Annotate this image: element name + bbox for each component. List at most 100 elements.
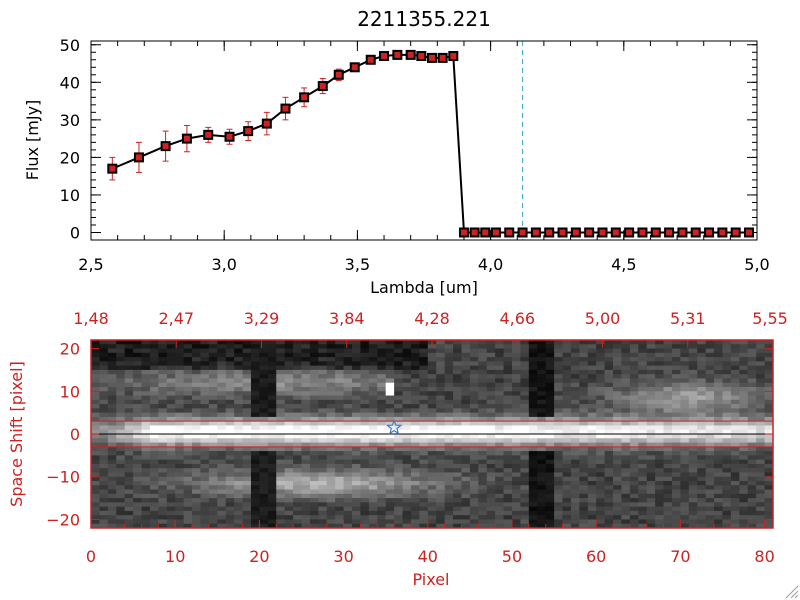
y-tick-label: 40 bbox=[60, 73, 80, 92]
spectrum-x-tick-labels: 2,5 3,0 3,5 4,0 4,5 5,0 bbox=[78, 255, 769, 274]
data-point bbox=[650, 227, 661, 238]
data-point bbox=[730, 227, 741, 238]
y-tick-label: −20 bbox=[46, 510, 80, 529]
spectrum-panel: 2211355.221 2,5 3,0 3,5 4,0 4,5 5,0 0 10 20 30 40… bbox=[23, 7, 770, 297]
top-tick-label: 5,00 bbox=[585, 309, 621, 328]
data-point bbox=[490, 227, 501, 238]
top-tick-label: 1,48 bbox=[73, 309, 109, 328]
image-y-axis-label: Space Shift [pixel] bbox=[7, 361, 26, 507]
spectrum-points bbox=[107, 49, 755, 238]
data-point bbox=[704, 227, 715, 238]
data-point bbox=[299, 92, 310, 103]
data-point bbox=[544, 227, 555, 238]
data-point bbox=[224, 131, 235, 142]
x-tick-label: 60 bbox=[586, 547, 606, 566]
spectral-image bbox=[91, 340, 773, 528]
data-point bbox=[677, 227, 688, 238]
aperture-lines bbox=[91, 420, 773, 448]
image-top-wavelength-labels: 1,48 2,47 3,29 3,84 4,28 4,66 5,00 5,31 5,55 bbox=[73, 309, 788, 328]
x-tick-label: 2,5 bbox=[78, 255, 103, 274]
x-tick-label: 70 bbox=[670, 547, 690, 566]
y-tick-label: 30 bbox=[60, 111, 80, 130]
data-point bbox=[181, 133, 192, 144]
image-y-tick-labels: −20 −10 0 10 20 bbox=[46, 340, 80, 530]
data-point bbox=[349, 62, 360, 73]
data-point bbox=[517, 227, 528, 238]
data-point bbox=[557, 227, 568, 238]
data-point bbox=[160, 141, 171, 152]
image-x-axis-label: Pixel bbox=[412, 570, 449, 589]
y-tick-label: −10 bbox=[46, 468, 80, 487]
y-tick-label: 0 bbox=[70, 223, 80, 242]
data-point bbox=[744, 227, 755, 238]
spectrum-y-axis-label: Flux [mJy] bbox=[23, 100, 42, 181]
x-tick-label: 4,0 bbox=[478, 255, 503, 274]
x-tick-label: 3,5 bbox=[345, 255, 370, 274]
spectrum-errorbars bbox=[109, 51, 457, 181]
data-point bbox=[717, 227, 728, 238]
data-point bbox=[333, 69, 344, 80]
top-tick-label: 3,84 bbox=[329, 309, 365, 328]
data-point bbox=[530, 227, 541, 238]
data-point bbox=[480, 227, 491, 238]
data-point bbox=[610, 227, 621, 238]
top-tick-label: 4,66 bbox=[499, 309, 535, 328]
spectrum-frame bbox=[90, 40, 758, 241]
data-point bbox=[365, 54, 376, 65]
resize-grip-icon[interactable] bbox=[785, 585, 799, 599]
data-point bbox=[448, 51, 459, 62]
x-tick-label: 5,0 bbox=[744, 255, 769, 274]
top-tick-label: 3,29 bbox=[244, 309, 280, 328]
y-tick-label: 20 bbox=[60, 148, 80, 167]
y-tick-label: 20 bbox=[60, 340, 80, 359]
x-tick-label: 4,5 bbox=[611, 255, 636, 274]
x-tick-label: 10 bbox=[165, 547, 185, 566]
data-point bbox=[379, 51, 390, 62]
image-x-tick-labels: 0 10 20 30 40 50 60 70 80 bbox=[86, 547, 775, 566]
data-point bbox=[392, 49, 403, 60]
data-point bbox=[637, 227, 648, 238]
spectrum-line bbox=[111, 53, 749, 234]
data-point bbox=[624, 227, 635, 238]
top-tick-label: 2,47 bbox=[158, 309, 194, 328]
image-panel: 1,48 2,47 3,29 3,84 4,28 4,66 5,00 5,31 5,55 0 10… bbox=[7, 309, 788, 589]
data-point bbox=[280, 103, 291, 114]
data-point bbox=[458, 227, 469, 238]
data-point bbox=[243, 126, 254, 137]
y-tick-label: 10 bbox=[60, 382, 80, 401]
data-point bbox=[504, 227, 515, 238]
x-tick-label: 50 bbox=[502, 547, 522, 566]
star-marker bbox=[385, 418, 403, 435]
spectrum-y-tick-labels: 0 10 20 30 40 50 bbox=[60, 36, 80, 243]
x-tick-label: 0 bbox=[86, 547, 96, 566]
data-point bbox=[426, 52, 437, 63]
data-point bbox=[664, 227, 675, 238]
x-tick-label: 20 bbox=[249, 547, 269, 566]
data-point bbox=[133, 152, 144, 163]
x-tick-label: 3,0 bbox=[211, 255, 236, 274]
data-point bbox=[261, 118, 272, 129]
data-point bbox=[317, 81, 328, 92]
data-point bbox=[405, 49, 416, 60]
top-tick-label: 5,55 bbox=[752, 309, 788, 328]
y-tick-label: 0 bbox=[70, 425, 80, 444]
data-point bbox=[107, 163, 118, 174]
data-point bbox=[437, 52, 448, 63]
data-point bbox=[570, 227, 581, 238]
top-tick-label: 4,28 bbox=[414, 309, 450, 328]
x-tick-label: 80 bbox=[754, 547, 774, 566]
data-point bbox=[416, 51, 427, 62]
y-tick-label: 50 bbox=[60, 36, 80, 55]
spectrum-title: 2211355.221 bbox=[357, 7, 491, 31]
x-tick-label: 30 bbox=[333, 547, 353, 566]
x-tick-label: 40 bbox=[418, 547, 438, 566]
y-tick-label: 10 bbox=[60, 186, 80, 205]
top-tick-label: 5,31 bbox=[670, 309, 706, 328]
image-axis-ticks bbox=[90, 340, 774, 528]
data-point bbox=[597, 227, 608, 238]
data-point bbox=[469, 227, 480, 238]
spectrum-x-axis-label: Lambda [um] bbox=[370, 278, 478, 297]
data-point bbox=[690, 227, 701, 238]
data-point bbox=[584, 227, 595, 238]
